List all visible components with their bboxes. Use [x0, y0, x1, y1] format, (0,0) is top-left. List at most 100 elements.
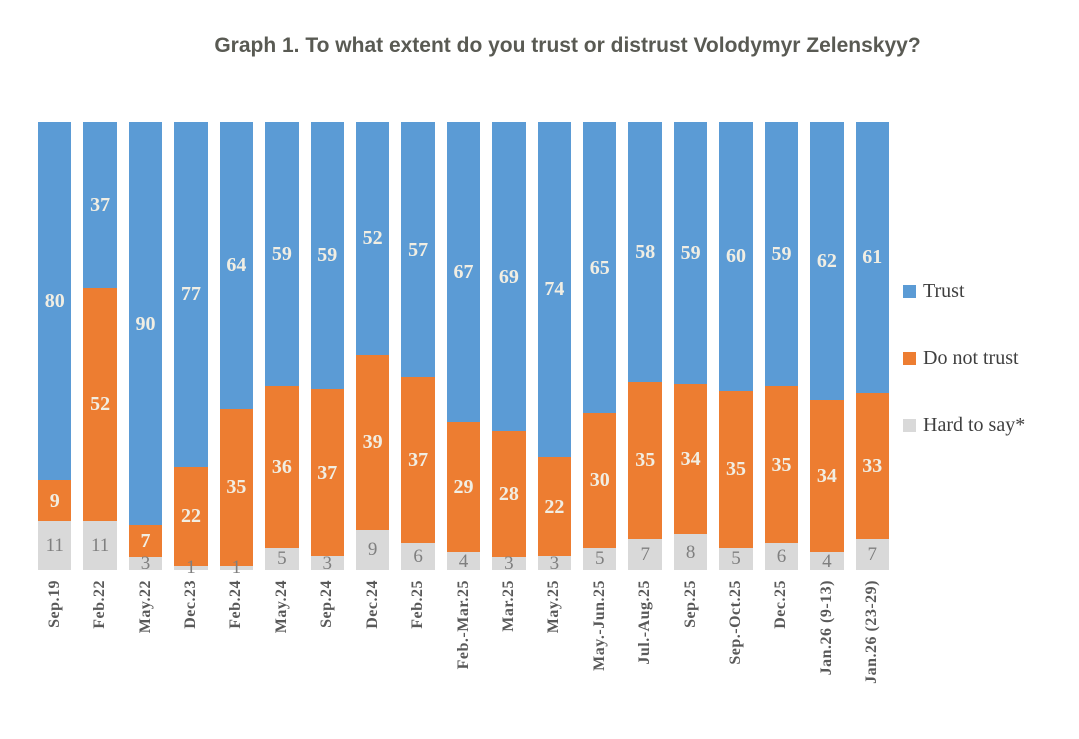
bar-segment-do-not-trust: 34 [810, 399, 844, 553]
bar-segment-trust: 57 [401, 122, 435, 378]
bar-segment-do-not-trust: 30 [583, 413, 617, 548]
x-axis-label: Sep.-Oct.25 [727, 580, 745, 665]
bar-segment-do-not-trust: 35 [219, 408, 254, 566]
x-axis-label: Dec.24 [363, 580, 381, 629]
segment-value-label: 28 [498, 482, 519, 505]
bar-segment-hard-to-say: 6 [401, 543, 435, 570]
bar-segment-do-not-trust: 37 [310, 388, 344, 557]
x-axis-label: Feb.-Mar.25 [454, 580, 472, 670]
bar-segment-hard-to-say: 1 [219, 558, 254, 577]
bar-segment-trust: 69 [492, 122, 526, 432]
segment-value-label: 35 [726, 458, 747, 481]
x-axis-label-cell-jan-26-9-13: Jan.26 (9-13) [810, 580, 843, 720]
bar-column-may-22: 90 7 3 [128, 122, 163, 573]
bar-segment-do-not-trust: 36 [265, 386, 299, 548]
x-axis-label-cell-feb-24: Feb.24 [220, 580, 253, 720]
bar-segment-hard-to-say: 4 [810, 552, 844, 571]
segment-value-label: 61 [862, 246, 883, 269]
segment-value-label: 30 [589, 469, 610, 492]
segment-value-label: 6 [776, 546, 787, 568]
bar-segment-do-not-trust: 35 [764, 386, 799, 544]
bar-segment-hard-to-say: 3 [537, 554, 572, 573]
bar-segment-trust: 65 [583, 122, 617, 414]
bar-column-jan-26-9-13: 62 34 4 [810, 122, 844, 571]
x-axis-label: May.24 [272, 580, 290, 634]
segment-value-label: 36 [271, 455, 292, 478]
x-axis-label-cell-feb-mar-25: Feb.-Mar.25 [447, 580, 480, 720]
x-axis-label-cell-sep-25: Sep.25 [674, 580, 707, 720]
segment-value-label: 34 [680, 448, 701, 471]
bar-segment-do-not-trust: 29 [446, 422, 481, 553]
legend: Trust Do not trust Hard to say* [903, 281, 1025, 435]
bar-segment-hard-to-say: 6 [764, 543, 799, 570]
x-axis-label-cell-dec-23: Dec.23 [174, 580, 207, 720]
bar-segment-hard-to-say: 5 [583, 547, 617, 570]
bar-segment-do-not-trust: 22 [174, 466, 208, 566]
bar-segment-hard-to-say: 9 [355, 529, 390, 570]
segment-value-label: 22 [180, 505, 201, 528]
segment-value-label: 9 [367, 539, 378, 561]
bar-segment-trust: 37 [83, 122, 117, 288]
x-axis-label-cell-dec-24: Dec.24 [356, 580, 389, 720]
bar-segment-trust: 90 [128, 122, 163, 526]
legend-swatch-hard-to-say [903, 418, 916, 432]
bar-segment-trust: 74 [537, 122, 572, 457]
x-axis-labels: Sep.19 Feb.22 May.22 Dec.23 Feb.24 May.24 Sep.… [38, 580, 889, 720]
bar-segment-trust: 62 [810, 122, 844, 400]
bar-column-jul-aug-25: 58 35 7 [628, 122, 662, 570]
bar-column-sep-24: 59 37 3 [310, 122, 344, 573]
bar-segment-do-not-trust: 35 [719, 390, 753, 548]
x-axis-label-cell-sep-19: Sep.19 [38, 580, 71, 720]
segment-value-label: 5 [595, 548, 605, 570]
bar-column-sep-25: 59 34 8 [673, 122, 708, 570]
segment-value-label: 8 [685, 541, 696, 563]
segment-value-label: 62 [816, 249, 837, 272]
x-axis-label-cell-sep-oct-25: Sep.-Oct.25 [719, 580, 752, 720]
segment-value-label: 37 [90, 193, 111, 216]
bar-segment-hard-to-say: 3 [128, 554, 163, 573]
segment-value-label: 11 [90, 534, 110, 556]
segment-value-label: 69 [498, 265, 519, 288]
segment-value-label: 52 [90, 393, 111, 416]
bar-segment-trust: 52 [355, 122, 390, 355]
bar-segment-trust: 64 [219, 122, 254, 409]
x-axis-label-cell-may-jun-25: May.-Jun.25 [583, 580, 616, 720]
segment-value-label: 34 [816, 464, 837, 487]
legend-label-hard-to-say: Hard to say* [923, 414, 1026, 436]
segment-value-label: 6 [413, 546, 423, 568]
bar-segment-hard-to-say: 5 [719, 547, 753, 570]
segment-value-label: 59 [271, 243, 292, 266]
x-axis-label: May.-Jun.25 [590, 580, 608, 671]
bar-segment-hard-to-say: 1 [174, 558, 208, 577]
bar-segment-hard-to-say: 8 [673, 534, 708, 570]
segment-value-label: 59 [317, 244, 338, 267]
bar-segment-do-not-trust: 28 [492, 431, 526, 557]
bar-segment-hard-to-say: 5 [265, 547, 299, 570]
bar-segment-trust: 77 [174, 122, 208, 467]
bar-column-may-25: 74 22 3 [537, 122, 572, 573]
bar-segment-do-not-trust: 37 [401, 377, 435, 544]
segment-value-label: 1 [231, 557, 242, 579]
bar-segment-hard-to-say: 4 [446, 552, 481, 571]
legend-item-hard-to-say: Hard to say* [903, 415, 1025, 435]
bar-segment-hard-to-say: 7 [628, 538, 662, 570]
segment-value-label: 90 [135, 312, 156, 335]
x-axis-label: May.25 [545, 580, 563, 634]
bar-segment-hard-to-say: 11 [38, 520, 72, 570]
segment-value-label: 1 [186, 557, 196, 579]
segment-value-label: 77 [180, 283, 201, 306]
x-axis-label-cell-jan-26-23-29: Jan.26 (23-29) [856, 580, 889, 720]
legend-label-trust: Trust [923, 280, 965, 302]
segment-value-label: 58 [635, 240, 656, 263]
segment-value-label: 60 [726, 245, 747, 268]
bar-column-feb-22: 37 52 11 [83, 122, 117, 570]
bar-segment-hard-to-say: 7 [855, 538, 890, 570]
bar-segment-trust: 61 [855, 122, 890, 393]
bar-segment-trust: 59 [764, 122, 799, 387]
legend-item-do-not-trust: Do not trust [903, 348, 1025, 368]
x-axis-label: Feb.25 [409, 580, 427, 629]
bar-segment-do-not-trust: 9 [38, 480, 72, 521]
segment-value-label: 65 [589, 256, 610, 279]
x-axis-label-cell-feb-22: Feb.22 [83, 580, 116, 720]
